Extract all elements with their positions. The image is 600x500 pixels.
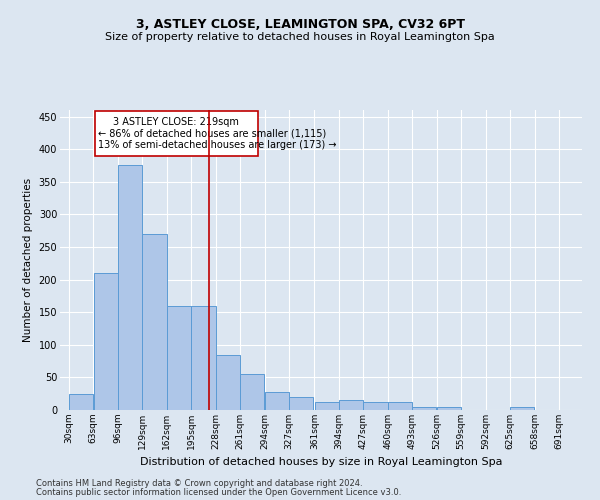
Bar: [388, 402, 412, 410]
Text: 3, ASTLEY CLOSE, LEAMINGTON SPA, CV32 6PT: 3, ASTLEY CLOSE, LEAMINGTON SPA, CV32 6P…: [136, 18, 464, 30]
Bar: [69, 394, 93, 410]
Bar: [339, 400, 363, 410]
Bar: [314, 402, 338, 410]
Bar: [265, 392, 289, 410]
Bar: [437, 406, 461, 410]
Bar: [118, 166, 142, 410]
Text: 3 ASTLEY CLOSE: 219sqm: 3 ASTLEY CLOSE: 219sqm: [113, 116, 239, 126]
FancyBboxPatch shape: [95, 112, 258, 156]
Bar: [364, 402, 388, 410]
X-axis label: Distribution of detached houses by size in Royal Leamington Spa: Distribution of detached houses by size …: [140, 458, 502, 468]
Text: 13% of semi-detached houses are larger (173) →: 13% of semi-detached houses are larger (…: [98, 140, 337, 150]
Bar: [412, 406, 436, 410]
Bar: [289, 397, 313, 410]
Text: ← 86% of detached houses are smaller (1,115): ← 86% of detached houses are smaller (1,…: [98, 128, 326, 138]
Text: Size of property relative to detached houses in Royal Leamington Spa: Size of property relative to detached ho…: [105, 32, 495, 42]
Bar: [216, 354, 240, 410]
Bar: [241, 374, 265, 410]
Bar: [191, 306, 215, 410]
Bar: [510, 406, 535, 410]
Text: Contains public sector information licensed under the Open Government Licence v3: Contains public sector information licen…: [36, 488, 401, 497]
Text: Contains HM Land Registry data © Crown copyright and database right 2024.: Contains HM Land Registry data © Crown c…: [36, 478, 362, 488]
Bar: [94, 273, 118, 410]
Bar: [167, 306, 191, 410]
Y-axis label: Number of detached properties: Number of detached properties: [23, 178, 33, 342]
Bar: [142, 234, 167, 410]
